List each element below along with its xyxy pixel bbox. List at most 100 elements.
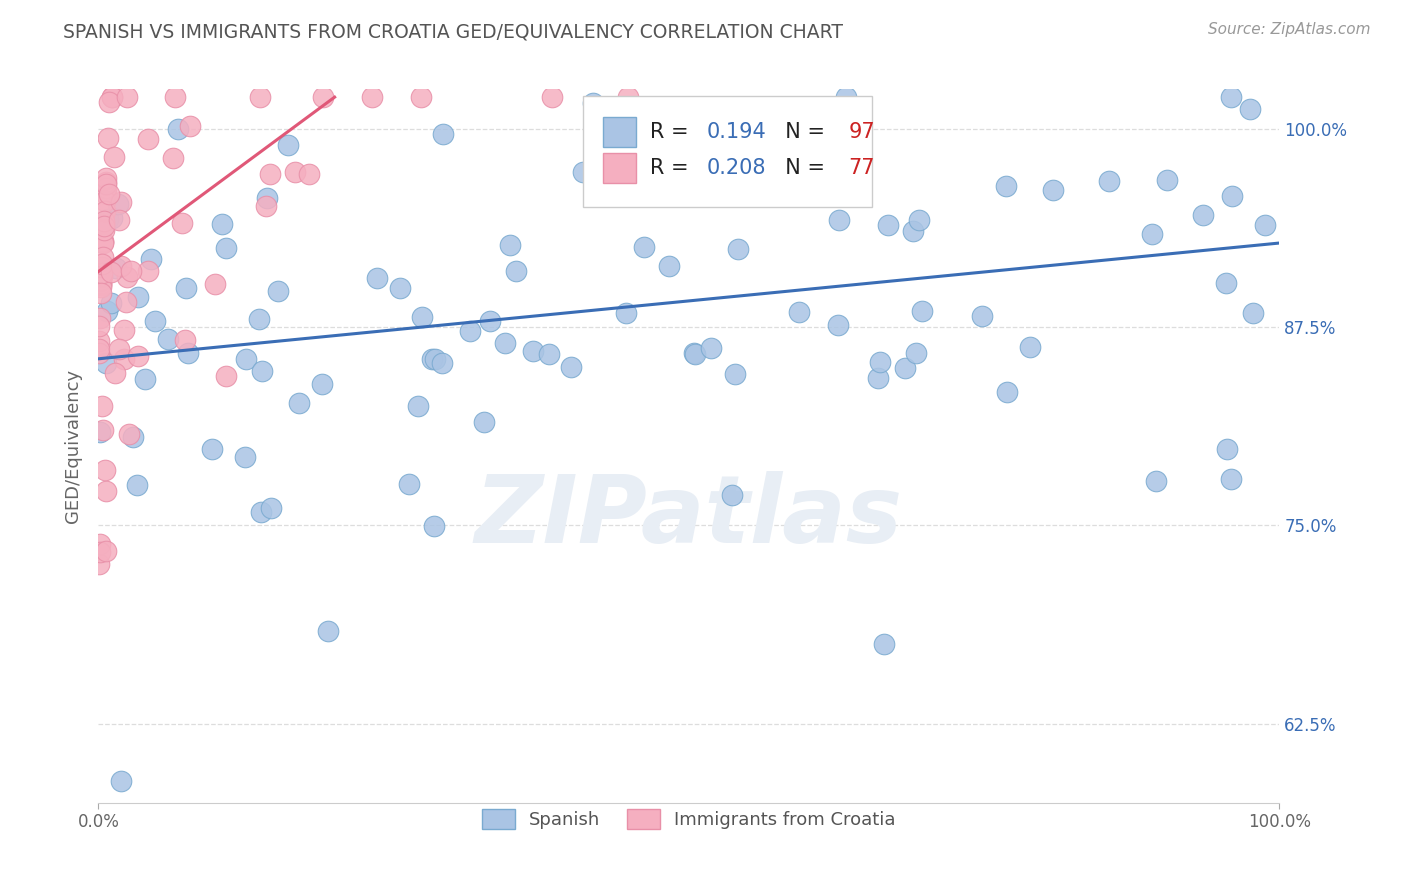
Point	[316, 624, 339, 638]
Point	[254, 199, 277, 213]
Point	[90, 278, 112, 293]
Point	[1019, 340, 1042, 354]
Point	[87, 342, 110, 356]
Point	[828, 213, 851, 227]
Point	[96, 170, 118, 185]
Point	[89, 318, 111, 333]
Point	[700, 342, 723, 356]
Point	[100, 265, 122, 279]
Point	[214, 241, 236, 255]
Point	[90, 285, 112, 300]
Point	[478, 313, 501, 327]
Point	[91, 235, 114, 250]
Point	[94, 463, 117, 477]
Point	[91, 257, 114, 271]
Point	[541, 90, 564, 104]
Point	[972, 310, 994, 324]
Point	[1220, 189, 1243, 203]
Point	[727, 242, 749, 256]
Point	[901, 224, 924, 238]
Point	[432, 128, 454, 142]
Point	[93, 217, 115, 231]
Point	[1215, 276, 1237, 290]
Point	[458, 324, 481, 338]
Point	[89, 425, 111, 439]
Point	[211, 217, 233, 231]
Point	[366, 271, 388, 285]
Point	[683, 346, 706, 360]
Text: R =: R =	[650, 158, 695, 178]
Point	[107, 197, 129, 211]
Point	[474, 415, 496, 429]
Point	[93, 223, 115, 237]
Point	[96, 356, 118, 370]
FancyBboxPatch shape	[582, 96, 872, 207]
Point	[249, 505, 271, 519]
Point	[201, 442, 224, 456]
Point	[1140, 227, 1163, 241]
Point	[1042, 183, 1064, 197]
Text: R =: R =	[650, 122, 695, 142]
Point	[89, 536, 111, 550]
Point	[87, 334, 110, 348]
Point	[94, 484, 117, 499]
Point	[101, 211, 124, 226]
Point	[176, 346, 198, 360]
Point	[658, 259, 681, 273]
Point	[787, 304, 810, 318]
Point	[866, 371, 889, 385]
Point	[108, 342, 131, 356]
Point	[560, 360, 582, 375]
Point	[721, 488, 744, 502]
Point	[112, 352, 135, 367]
Point	[121, 430, 143, 444]
Point	[90, 399, 112, 413]
Point	[157, 332, 180, 346]
Point	[1241, 306, 1264, 320]
Point	[409, 90, 432, 104]
Point	[139, 252, 162, 267]
Point	[90, 277, 112, 292]
Point	[94, 175, 117, 189]
Point	[127, 290, 149, 304]
Point	[143, 313, 166, 327]
Point	[115, 294, 138, 309]
Text: N =: N =	[772, 122, 831, 142]
Point	[284, 165, 307, 179]
Point	[267, 284, 290, 298]
Point	[1156, 172, 1178, 186]
Point	[90, 267, 112, 281]
Point	[117, 270, 139, 285]
Point	[98, 186, 121, 201]
Point	[136, 132, 159, 146]
Point	[125, 478, 148, 492]
Point	[277, 138, 299, 153]
Point	[118, 426, 141, 441]
Point	[127, 349, 149, 363]
Point	[98, 95, 121, 109]
Point	[247, 311, 270, 326]
Point	[494, 335, 516, 350]
Point	[633, 240, 655, 254]
Text: 77: 77	[848, 158, 875, 178]
Point	[89, 557, 111, 571]
Point	[215, 368, 238, 383]
Point	[96, 544, 118, 558]
Point	[1254, 219, 1277, 233]
Point	[537, 347, 560, 361]
Text: Source: ZipAtlas.com: Source: ZipAtlas.com	[1208, 22, 1371, 37]
FancyBboxPatch shape	[603, 153, 636, 183]
Point	[104, 261, 127, 276]
Point	[259, 501, 281, 516]
Point	[94, 203, 117, 218]
Point	[89, 274, 111, 288]
Text: N =: N =	[772, 158, 831, 178]
Point	[170, 216, 193, 230]
Point	[298, 167, 321, 181]
Point	[97, 130, 120, 145]
Point	[91, 250, 114, 264]
Point	[572, 165, 595, 179]
Point	[110, 259, 132, 273]
Point	[683, 347, 706, 361]
Point	[873, 637, 896, 651]
